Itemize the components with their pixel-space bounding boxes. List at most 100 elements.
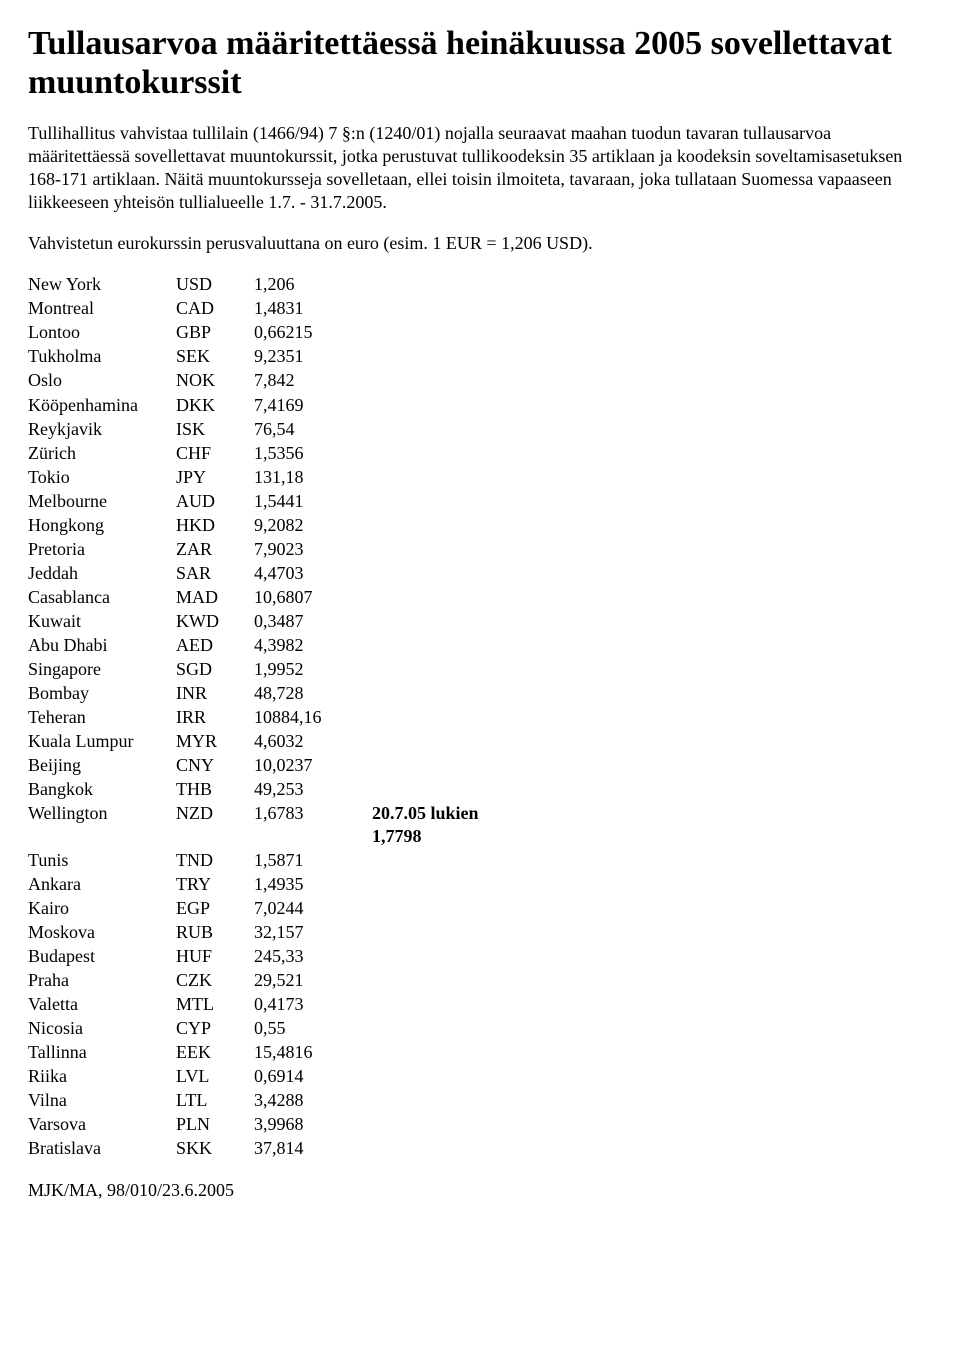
note-cell bbox=[372, 610, 487, 634]
city-cell: Moskova bbox=[28, 921, 176, 945]
table-row: TokioJPY131,18 bbox=[28, 466, 487, 490]
city-cell: Bombay bbox=[28, 682, 176, 706]
note-cell bbox=[372, 993, 487, 1017]
city-cell: Hongkong bbox=[28, 514, 176, 538]
table-row: PrahaCZK29,521 bbox=[28, 969, 487, 993]
currency-code-cell: SEK bbox=[176, 345, 254, 369]
table-row: AnkaraTRY1,4935 bbox=[28, 873, 487, 897]
table-row: Abu DhabiAED4,3982 bbox=[28, 634, 487, 658]
note-cell bbox=[372, 1017, 487, 1041]
currency-code-cell: TRY bbox=[176, 873, 254, 897]
city-cell: Tukholma bbox=[28, 345, 176, 369]
city-cell: Abu Dhabi bbox=[28, 634, 176, 658]
city-cell: Montreal bbox=[28, 297, 176, 321]
currency-code-cell: CHF bbox=[176, 442, 254, 466]
intro-paragraph-1: Tullihallitus vahvistaa tullilain (1466/… bbox=[28, 122, 932, 214]
city-cell: Jeddah bbox=[28, 562, 176, 586]
table-row: MelbourneAUD1,5441 bbox=[28, 490, 487, 514]
table-row: LontooGBP0,66215 bbox=[28, 321, 487, 345]
rate-cell: 10884,16 bbox=[254, 706, 372, 730]
city-cell: Singapore bbox=[28, 658, 176, 682]
table-row: PretoriaZAR7,9023 bbox=[28, 538, 487, 562]
table-row: WellingtonNZD1,678320.7.05 lukien1,7798 bbox=[28, 802, 487, 849]
table-row: KairoEGP7,0244 bbox=[28, 897, 487, 921]
note-cell bbox=[372, 682, 487, 706]
rate-cell: 9,2351 bbox=[254, 345, 372, 369]
note-cell bbox=[372, 706, 487, 730]
rate-cell: 4,4703 bbox=[254, 562, 372, 586]
rate-cell: 15,4816 bbox=[254, 1041, 372, 1065]
currency-code-cell: AUD bbox=[176, 490, 254, 514]
rate-cell: 48,728 bbox=[254, 682, 372, 706]
table-row: MoskovaRUB32,157 bbox=[28, 921, 487, 945]
table-row: New YorkUSD1,206 bbox=[28, 273, 487, 297]
currency-code-cell: USD bbox=[176, 273, 254, 297]
note-cell bbox=[372, 849, 487, 873]
rate-cell: 1,206 bbox=[254, 273, 372, 297]
intro-paragraph-2: Vahvistetun eurokurssin perusvaluuttana … bbox=[28, 232, 932, 255]
table-row: TukholmaSEK9,2351 bbox=[28, 345, 487, 369]
table-row: CasablancaMAD10,6807 bbox=[28, 586, 487, 610]
note-cell bbox=[372, 273, 487, 297]
table-row: BangkokTHB49,253 bbox=[28, 778, 487, 802]
table-row: OsloNOK7,842 bbox=[28, 369, 487, 393]
currency-code-cell: CZK bbox=[176, 969, 254, 993]
table-row: SingaporeSGD1,9952 bbox=[28, 658, 487, 682]
note-cell bbox=[372, 562, 487, 586]
city-cell: Oslo bbox=[28, 369, 176, 393]
note-cell bbox=[372, 1041, 487, 1065]
table-row: HongkongHKD9,2082 bbox=[28, 514, 487, 538]
city-cell: Kuwait bbox=[28, 610, 176, 634]
rate-cell: 4,3982 bbox=[254, 634, 372, 658]
note-cell bbox=[372, 321, 487, 345]
note-cell bbox=[372, 1137, 487, 1161]
rate-cell: 7,4169 bbox=[254, 394, 372, 418]
city-cell: Kairo bbox=[28, 897, 176, 921]
table-row: BeijingCNY10,0237 bbox=[28, 754, 487, 778]
table-row: ValettaMTL0,4173 bbox=[28, 993, 487, 1017]
footer-reference: MJK/MA, 98/010/23.6.2005 bbox=[28, 1180, 932, 1201]
rates-table: New YorkUSD1,206MontrealCAD1,4831LontooG… bbox=[28, 273, 487, 1161]
table-row: BombayINR48,728 bbox=[28, 682, 487, 706]
rate-cell: 1,5441 bbox=[254, 490, 372, 514]
table-row: RiikaLVL0,6914 bbox=[28, 1065, 487, 1089]
table-row: TunisTND1,5871 bbox=[28, 849, 487, 873]
city-cell: Tokio bbox=[28, 466, 176, 490]
rate-cell: 10,6807 bbox=[254, 586, 372, 610]
note-cell bbox=[372, 1113, 487, 1137]
currency-code-cell: CAD bbox=[176, 297, 254, 321]
rate-cell: 1,4831 bbox=[254, 297, 372, 321]
table-row: KuwaitKWD0,3487 bbox=[28, 610, 487, 634]
city-cell: Budapest bbox=[28, 945, 176, 969]
rate-cell: 3,9968 bbox=[254, 1113, 372, 1137]
currency-code-cell: RUB bbox=[176, 921, 254, 945]
table-row: BratislavaSKK37,814 bbox=[28, 1137, 487, 1161]
currency-code-cell: EGP bbox=[176, 897, 254, 921]
rate-cell: 0,55 bbox=[254, 1017, 372, 1041]
city-cell: Beijing bbox=[28, 754, 176, 778]
currency-code-cell: KWD bbox=[176, 610, 254, 634]
rate-cell: 49,253 bbox=[254, 778, 372, 802]
note-cell bbox=[372, 634, 487, 658]
note-cell bbox=[372, 969, 487, 993]
city-cell: Riika bbox=[28, 1065, 176, 1089]
city-cell: Valetta bbox=[28, 993, 176, 1017]
currency-code-cell: LTL bbox=[176, 1089, 254, 1113]
note-cell bbox=[372, 369, 487, 393]
currency-code-cell: INR bbox=[176, 682, 254, 706]
rate-cell: 4,6032 bbox=[254, 730, 372, 754]
currency-code-cell: TND bbox=[176, 849, 254, 873]
city-cell: Ankara bbox=[28, 873, 176, 897]
city-cell: New York bbox=[28, 273, 176, 297]
rate-cell: 29,521 bbox=[254, 969, 372, 993]
table-row: Kuala LumpurMYR4,6032 bbox=[28, 730, 487, 754]
city-cell: Reykjavik bbox=[28, 418, 176, 442]
rate-cell: 0,3487 bbox=[254, 610, 372, 634]
table-row: TallinnaEEK15,4816 bbox=[28, 1041, 487, 1065]
rate-cell: 245,33 bbox=[254, 945, 372, 969]
table-row: TeheranIRR10884,16 bbox=[28, 706, 487, 730]
currency-code-cell: NZD bbox=[176, 802, 254, 849]
rate-cell: 0,4173 bbox=[254, 993, 372, 1017]
currency-code-cell: THB bbox=[176, 778, 254, 802]
table-row: BudapestHUF245,33 bbox=[28, 945, 487, 969]
